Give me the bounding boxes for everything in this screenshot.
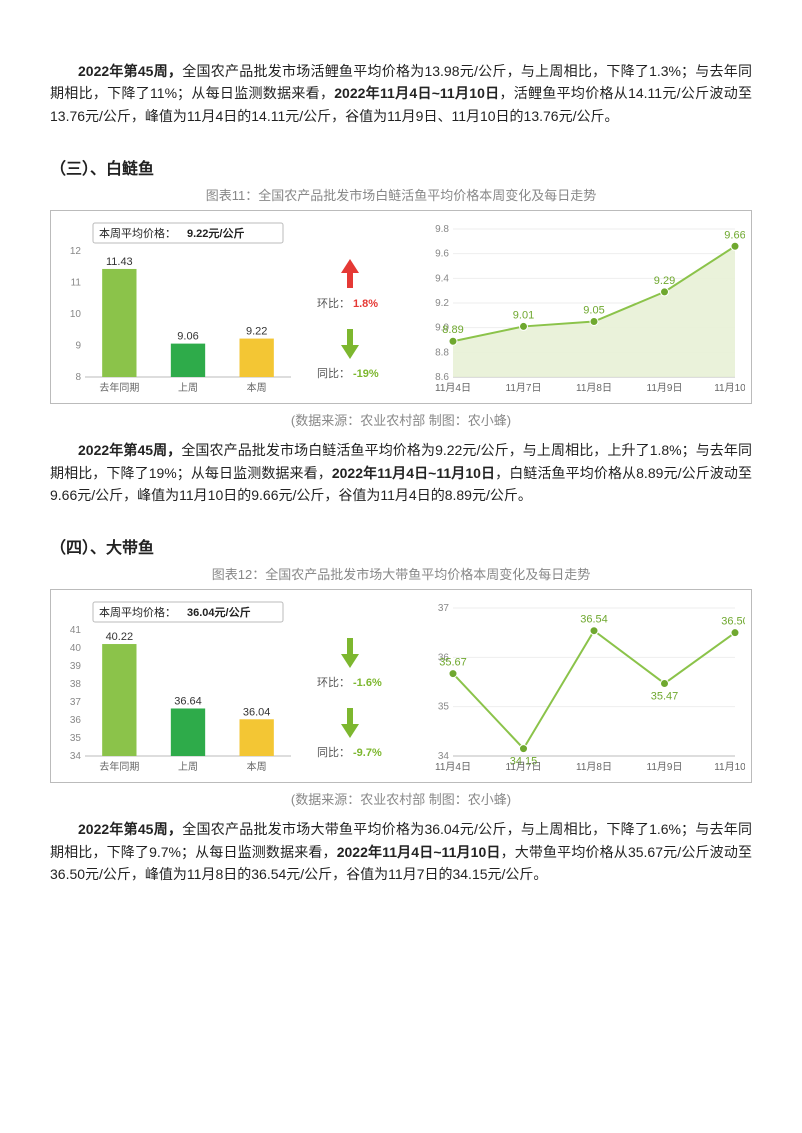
svg-text:35.47: 35.47 [651, 691, 679, 703]
svg-text:去年同期: 去年同期 [99, 381, 139, 394]
svg-text:8.6: 8.6 [435, 372, 449, 383]
bar-chart-11: 本周平均价格： 9.22元/公斤 8 9 10 11 12 11.43 去年同期 9.06 上周 9.… [57, 217, 297, 397]
svg-text:8.89: 8.89 [442, 324, 463, 336]
svg-text:35: 35 [70, 733, 82, 744]
svg-text:11: 11 [71, 278, 82, 289]
svg-text:9.29: 9.29 [654, 275, 675, 287]
svg-text:本周: 本周 [247, 760, 267, 773]
svg-text:11月10日: 11月10日 [714, 761, 745, 773]
svg-text:36.64: 36.64 [174, 696, 202, 708]
svg-text:9.6: 9.6 [435, 249, 449, 260]
svg-text:34: 34 [70, 751, 82, 762]
svg-text:35: 35 [438, 702, 450, 713]
svg-text:去年同期: 去年同期 [99, 760, 139, 773]
svg-text:40: 40 [70, 643, 82, 654]
svg-text:36.54: 36.54 [580, 614, 608, 626]
intro-lead: 2022年第45周， [78, 63, 182, 79]
svg-text:39: 39 [70, 661, 82, 672]
svg-text:11月4日: 11月4日 [435, 382, 471, 394]
bar-chart-12: 本周平均价格： 36.04元/公斤 34 35 36 37 38 39 40 41 40.22 去年同… [57, 596, 297, 776]
svg-text:10: 10 [70, 309, 82, 320]
chart-11: 本周平均价格： 9.22元/公斤 8 9 10 11 12 11.43 去年同期 9.06 上周 9.… [50, 210, 752, 404]
svg-text:本周平均价格：: 本周平均价格： [99, 226, 176, 240]
svg-text:34: 34 [438, 751, 450, 762]
svg-text:8.8: 8.8 [435, 348, 449, 359]
svg-text:37: 37 [70, 697, 82, 708]
svg-text:9.66: 9.66 [724, 229, 745, 241]
section3-paragraph: 2022年第45周，全国农产品批发市场白鲢活鱼平均价格为9.22元/公斤，与上周… [50, 439, 752, 506]
svg-text:9.2: 9.2 [435, 298, 449, 309]
svg-text:1.8%: 1.8% [353, 298, 378, 310]
svg-text:-19%: -19% [353, 368, 379, 380]
svg-text:9.05: 9.05 [583, 305, 604, 317]
svg-text:9.8: 9.8 [435, 224, 449, 235]
svg-text:36.04: 36.04 [243, 707, 271, 719]
svg-text:11月7日: 11月7日 [506, 382, 542, 394]
svg-text:11月4日: 11月4日 [435, 761, 471, 773]
section-head-3: （三）、白鲢鱼 [50, 155, 752, 179]
line-chart-12: 3435363735.6711月4日34.1511月7日36.5411月8日35… [423, 596, 745, 776]
fig-title-12: 图表12：全国农产品批发市场大带鱼平均价格本周变化及每日走势 [50, 564, 752, 583]
svg-text:-9.7%: -9.7% [353, 747, 382, 759]
svg-text:35.67: 35.67 [439, 657, 467, 669]
svg-text:36.50: 36.50 [721, 616, 745, 628]
svg-text:11月9日: 11月9日 [647, 761, 683, 773]
s4-midbold: 2022年11月4日~11月10日 [337, 844, 501, 860]
svg-text:12: 12 [70, 246, 82, 257]
svg-text:同比：: 同比： [317, 746, 350, 759]
section4-paragraph: 2022年第45周，全国农产品批发市场大带鱼平均价格为36.04元/公斤，与上周… [50, 818, 752, 885]
svg-text:同比：: 同比： [317, 367, 350, 380]
svg-text:9.06: 9.06 [177, 331, 198, 343]
svg-text:上周: 上周 [178, 761, 198, 773]
intro-midbold: 2022年11月4日~11月10日 [334, 85, 499, 101]
svg-text:本周平均价格：: 本周平均价格： [99, 605, 176, 619]
svg-text:本周: 本周 [247, 381, 267, 394]
chart-12: 本周平均价格： 36.04元/公斤 34 35 36 37 38 39 40 41 40.22 去年同… [50, 589, 752, 783]
svg-text:36.04元/公斤: 36.04元/公斤 [187, 605, 251, 619]
line-chart-11: 8.68.89.09.29.49.69.88.8911月4日9.0111月7日9… [423, 217, 745, 397]
svg-text:-1.6%: -1.6% [353, 677, 382, 689]
svg-text:9.01: 9.01 [513, 310, 534, 322]
s3-midbold: 2022年11月4日~11月10日 [332, 465, 495, 481]
s4-lead: 2022年第45周， [78, 821, 182, 837]
svg-text:环比：: 环比： [317, 297, 350, 310]
svg-text:上周: 上周 [178, 382, 198, 394]
s3-lead: 2022年第45周， [78, 442, 181, 458]
change-indicator-11: 环比：1.8% 同比：-19% [305, 217, 415, 397]
svg-text:11月10日: 11月10日 [714, 382, 745, 394]
change-indicator-12: 环比：-1.6% 同比：-9.7% [305, 596, 415, 776]
intro-paragraph: 2022年第45周，全国农产品批发市场活鲤鱼平均价格为13.98元/公斤，与上周… [50, 60, 752, 127]
svg-text:环比：: 环比： [317, 676, 350, 689]
fig-source-12: (数据来源：农业农村部 制图：农小蜂) [50, 789, 752, 808]
svg-text:9.4: 9.4 [435, 274, 449, 285]
svg-text:11月7日: 11月7日 [506, 761, 542, 773]
svg-text:11月8日: 11月8日 [576, 382, 612, 394]
svg-text:36: 36 [70, 715, 82, 726]
svg-text:9: 9 [75, 341, 81, 352]
svg-text:11月9日: 11月9日 [647, 382, 683, 394]
svg-text:40.22: 40.22 [106, 631, 134, 643]
svg-text:8: 8 [75, 372, 81, 383]
fig-title-11: 图表11：全国农产品批发市场白鲢活鱼平均价格本周变化及每日走势 [50, 185, 752, 204]
section-head-4: （四）、大带鱼 [50, 534, 752, 558]
svg-text:41: 41 [70, 625, 82, 636]
svg-text:11月8日: 11月8日 [576, 761, 612, 773]
svg-text:11.43: 11.43 [106, 256, 133, 268]
fig-source-11: (数据来源：农业农村部 制图：农小蜂) [50, 410, 752, 429]
svg-text:9.22: 9.22 [246, 326, 267, 338]
svg-text:38: 38 [70, 679, 82, 690]
svg-text:37: 37 [438, 603, 450, 614]
svg-text:9.22元/公斤: 9.22元/公斤 [187, 226, 244, 240]
